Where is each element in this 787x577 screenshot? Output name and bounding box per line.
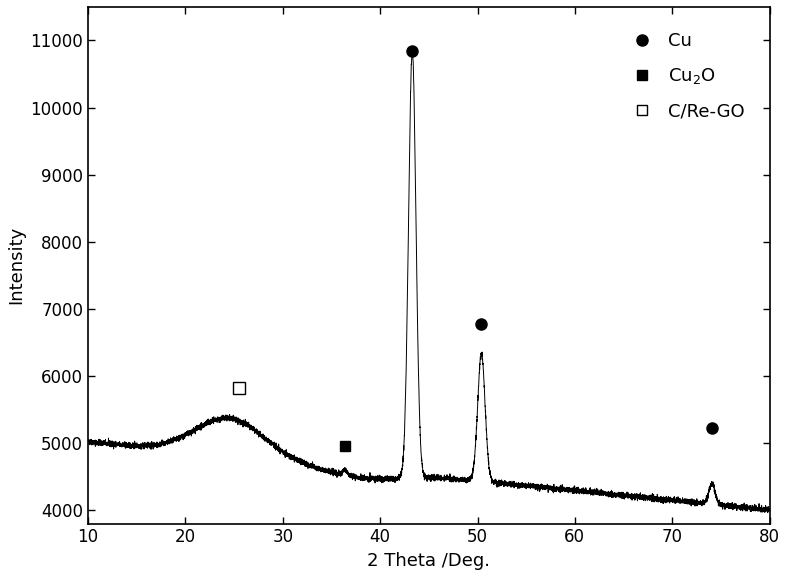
X-axis label: 2 Theta /Deg.: 2 Theta /Deg. xyxy=(368,552,490,570)
Legend: Cu, Cu$_2$O, C/Re-GO: Cu, Cu$_2$O, C/Re-GO xyxy=(617,25,752,128)
Y-axis label: Intensity: Intensity xyxy=(7,226,25,305)
